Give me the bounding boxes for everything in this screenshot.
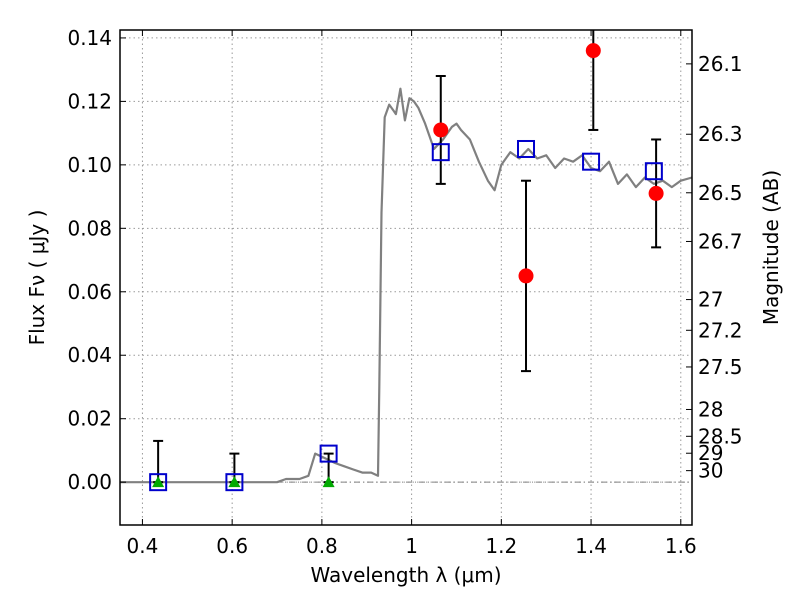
x-tick-label: 0.8 <box>306 534 338 558</box>
x-axis-label: Wavelength λ (μm) <box>310 563 501 587</box>
observed-point <box>585 43 601 59</box>
tick-layer: 0.4 0.6 0.8 1 1.2 1.4 1.6 0.00 0.02 0.04 0.06 0.08 0… <box>67 26 742 558</box>
model-point <box>644 162 663 181</box>
y2-tick-label: 26.3 <box>698 122 743 146</box>
y2-tick-label: 30 <box>698 459 723 483</box>
x-tick-label: 1.2 <box>485 534 517 558</box>
y-tick-label: 0.10 <box>67 153 112 177</box>
x-tick-label: 1.4 <box>575 534 607 558</box>
observed-point <box>433 122 449 138</box>
y-tick-label: 0.12 <box>67 89 112 113</box>
model-point <box>431 143 450 162</box>
x-tick-label: 1 <box>405 534 418 558</box>
y2-tick-label: 26.7 <box>698 229 743 253</box>
y-tick-label: 0.04 <box>67 343 112 367</box>
model-spectrum-line <box>120 87 693 484</box>
y2-tick-label: 26.1 <box>698 52 743 76</box>
y2-axis-label: Magnitude (AB) <box>759 170 783 325</box>
model-point <box>225 473 244 492</box>
errorbar-layer <box>153 30 662 484</box>
y2-tick-label: 29 <box>698 441 723 465</box>
plot-frame <box>119 29 693 526</box>
y-axis-label: Flux Fν ( μJy ) <box>25 210 49 346</box>
observed-point <box>518 268 534 284</box>
model-spectrum-layer <box>120 87 693 484</box>
y-tick-label: 0.02 <box>67 407 112 431</box>
y-tick-label: 0.08 <box>67 216 112 240</box>
y-tick-label: 0.06 <box>67 280 112 304</box>
y2-tick-label: 26.5 <box>698 181 743 205</box>
y2-tick-label: 28.5 <box>698 424 743 448</box>
model-point <box>517 139 536 158</box>
y2-tick-label: 27 <box>698 288 723 312</box>
x-tick-label: 0.6 <box>216 534 248 558</box>
grid <box>120 30 692 525</box>
observed-point <box>648 185 664 201</box>
marker-layer <box>149 43 664 492</box>
x-tick-label: 1.6 <box>665 534 697 558</box>
upper-limit-point <box>228 476 241 488</box>
y-tick-label: 0.00 <box>67 470 112 494</box>
upper-limit-point <box>322 476 335 488</box>
y2-tick-label: 28 <box>698 397 723 421</box>
y-tick-label: 0.14 <box>67 26 112 50</box>
model-point <box>149 473 168 492</box>
y2-tick-label: 27.2 <box>698 318 743 342</box>
upper-limit-point <box>152 476 165 488</box>
model-point <box>582 152 601 171</box>
model-point <box>319 444 338 463</box>
y2-tick-label: 27.5 <box>698 355 743 379</box>
x-tick-label: 0.4 <box>127 534 159 558</box>
